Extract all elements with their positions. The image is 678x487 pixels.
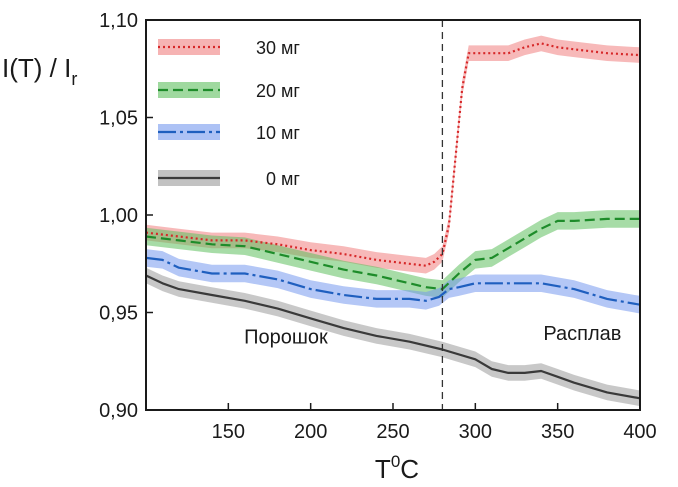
legend-label: 30 мг bbox=[256, 38, 300, 58]
y-tick-label: 0,95 bbox=[99, 303, 138, 325]
x-tick-label: 200 bbox=[294, 421, 327, 443]
x-tick-label: 350 bbox=[541, 421, 574, 443]
line-series-2 bbox=[145, 256, 641, 306]
line-series-0 bbox=[145, 42, 641, 267]
annotations: Порошок Расплав bbox=[244, 323, 621, 349]
line-series-3 bbox=[145, 274, 641, 400]
region-label: Порошок bbox=[244, 327, 328, 349]
y-tick-label: 1,10 bbox=[99, 10, 138, 32]
x-tick-label: 150 bbox=[212, 421, 245, 443]
region-label: Расплав bbox=[543, 323, 621, 345]
x-tick-label: 300 bbox=[459, 421, 492, 443]
x-tick-label: 250 bbox=[376, 421, 409, 443]
x-axis-ticks: 150 200 250 300 350 400 bbox=[212, 403, 657, 443]
legend-label: 0 мг bbox=[266, 169, 300, 189]
y-axis-title: I(T) / Ir bbox=[2, 53, 77, 89]
x-tick-label: 400 bbox=[623, 421, 656, 443]
legend-label: 10 мг bbox=[256, 123, 300, 143]
y-tick-label: 1,05 bbox=[99, 108, 138, 130]
x-axis-title: T0C bbox=[375, 452, 419, 484]
confidence-bands bbox=[146, 35, 640, 407]
legend: 30 мг 20 мг 10 мг 0 мг bbox=[158, 38, 300, 189]
y-tick-label: 0,90 bbox=[99, 400, 138, 422]
y-tick-label: 1,00 bbox=[99, 205, 138, 227]
legend-label: 20 мг bbox=[256, 81, 300, 101]
band-series-3 bbox=[146, 267, 640, 407]
band-series-2 bbox=[146, 249, 640, 314]
y-axis-ticks: 0,90 0,95 1,00 1,05 1,10 bbox=[99, 10, 153, 422]
